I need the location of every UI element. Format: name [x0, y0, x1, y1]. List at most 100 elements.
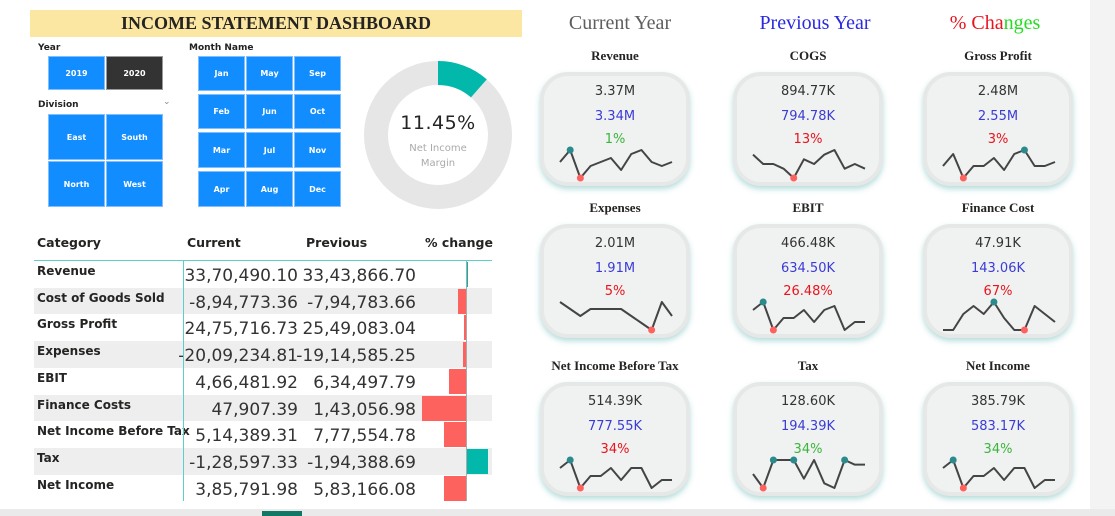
sparkline-high-marker — [566, 146, 574, 154]
active-page-tab[interactable] — [262, 511, 302, 516]
sparkline — [752, 456, 865, 492]
kpi-card-expenses[interactable]: 2.01M 1.91M 5% — [540, 224, 690, 338]
year-slicer-label: Year — [38, 43, 61, 53]
col-header-category[interactable]: Category — [37, 235, 101, 250]
sparkline-low-marker — [959, 174, 967, 182]
cell-category: Net Income Before Tax — [37, 424, 190, 439]
previous-value: 3.34M — [594, 109, 636, 124]
sparkline — [559, 301, 673, 334]
sparkline-low-marker — [769, 326, 777, 334]
kpi-card-finance-cost[interactable]: 47.91K 143.06K 67% — [923, 224, 1073, 338]
net-income-margin-value: 11.45% — [400, 112, 476, 134]
month-apr-button[interactable]: Apr — [198, 171, 245, 207]
year-2020-button[interactable]: 2020 — [106, 56, 163, 90]
net-income-margin-donut — [364, 61, 512, 209]
division-north-button[interactable]: North — [48, 161, 105, 207]
kpi-card-net-income[interactable]: 385.79K 583.17K 34% — [923, 382, 1073, 496]
month-feb-button[interactable]: Feb — [198, 94, 245, 129]
change-axis — [466, 261, 467, 501]
col-header-previous[interactable]: Previous — [306, 235, 368, 250]
month-may-button[interactable]: May — [246, 56, 293, 91]
change-bar — [448, 368, 466, 394]
table-row[interactable]: Gross Profit 24,75,716.73 25,49,083.04 — [34, 314, 492, 341]
current-value: 128.60K — [780, 394, 835, 409]
division-south-button[interactable]: South — [106, 114, 163, 160]
cell-current: 33,70,490.10 — [184, 266, 298, 286]
kpi-card-cogs[interactable]: 894.77K 794.78K 13% — [733, 72, 883, 186]
kpi-card-ebit[interactable]: 466.48K 634.50K 26.48% — [733, 224, 883, 338]
sparkline-path — [752, 301, 865, 331]
col-header-change[interactable]: % change — [425, 235, 493, 250]
sparkline-high-marker — [769, 456, 777, 464]
cell-category: Gross Profit — [37, 317, 118, 332]
table-row[interactable]: Expenses -20,09,234.81 -19,14,585.25 — [34, 341, 492, 368]
table-row[interactable]: Cost of Goods Sold -8,94,773.36 -7,94,78… — [34, 287, 492, 315]
table-row[interactable]: Net Income Before Tax 5,14,389.31 7,77,5… — [34, 421, 492, 448]
change-value: 34% — [793, 442, 823, 457]
table-row[interactable]: Net Income 3,85,791.98 5,83,166.08 — [34, 475, 492, 502]
month-jun-button[interactable]: Jun — [246, 94, 293, 129]
sparkline-path — [559, 301, 673, 331]
previous-value: 583.17K — [970, 419, 1025, 434]
net-income-margin-label: Net Income Margin — [409, 143, 467, 169]
cell-previous: 5,83,166.08 — [313, 479, 416, 500]
change-value: 34% — [983, 442, 1013, 457]
cell-category: EBIT — [37, 370, 67, 385]
sparkline-high-marker — [990, 298, 998, 306]
card-title-net-income: Net Income — [966, 358, 1030, 373]
donut-track — [364, 61, 512, 209]
month-sep-button[interactable]: Sep — [294, 56, 341, 91]
table-row[interactable]: Finance Costs 47,907.39 1,43,056.98 — [34, 394, 492, 422]
cell-current: -20,09,234.81 — [178, 346, 298, 367]
kpi-card-revenue[interactable]: 3.37M 3.34M 1% — [540, 72, 690, 186]
chevron-down-icon[interactable]: ⌄ — [163, 97, 171, 107]
month-mar-button[interactable]: Mar — [198, 132, 245, 168]
current-value: 2.01M — [594, 236, 636, 251]
change-value: 3% — [987, 132, 1009, 147]
card-title-gross-profit: Gross Profit — [964, 48, 1032, 63]
legend-previous-year: Previous Year — [759, 12, 871, 34]
current-value: 47.91K — [975, 236, 1021, 251]
page-tabs-bar — [0, 509, 1115, 516]
sparkline — [943, 298, 1056, 334]
previous-value: 194.39K — [780, 419, 835, 434]
table-row[interactable]: EBIT 4,66,481.92 6,34,497.79 — [34, 368, 492, 395]
sparkline-path — [942, 459, 1055, 489]
cell-category: Tax — [37, 450, 60, 465]
sparkline — [942, 146, 1056, 182]
column-divider — [183, 261, 184, 501]
month-dec-button[interactable]: Dec — [294, 171, 341, 207]
change-bar — [464, 315, 466, 341]
kpi-card-tax[interactable]: 128.60K 194.39K 34% — [733, 382, 883, 496]
division-west-button[interactable]: West — [106, 161, 163, 207]
sparkline-high-marker — [949, 456, 957, 464]
col-header-current[interactable]: Current — [187, 235, 241, 250]
month-jul-button[interactable]: Jul — [246, 132, 293, 168]
sparkline-low-marker — [959, 484, 967, 492]
year-2019-button[interactable]: 2019 — [48, 56, 105, 90]
month-oct-button[interactable]: Oct — [294, 94, 341, 129]
kpi-card-gross-profit[interactable]: 2.48M 2.55M 3% — [923, 72, 1073, 186]
change-value: 5% — [604, 284, 626, 299]
card-title-expenses: Expenses — [589, 200, 641, 215]
month-slicer-label: Month Name — [189, 43, 254, 53]
donut-slice-net-income — [364, 61, 512, 209]
month-aug-button[interactable]: Aug — [246, 171, 293, 207]
change-bar — [466, 448, 489, 474]
card-title-tax: Tax — [797, 358, 819, 373]
table-row[interactable]: Tax -1,28,597.33 -1,94,388.69 — [34, 447, 492, 475]
cell-previous: -19,14,585.25 — [296, 346, 416, 367]
month-jan-button[interactable]: Jan — [198, 56, 245, 91]
table-row[interactable]: Revenue 33,70,490.10 33,43,866.70 — [34, 261, 492, 288]
sparkline-path — [752, 459, 865, 489]
legend-changes: % Changes — [895, 12, 1095, 35]
cell-current: 3,85,791.98 — [195, 479, 298, 500]
division-east-button[interactable]: East — [48, 114, 105, 160]
current-value: 385.79K — [970, 394, 1025, 409]
sparkline-high-marker — [790, 456, 798, 464]
month-nov-button[interactable]: Nov — [294, 132, 341, 168]
kpi-card-net-income-before-tax[interactable]: 514.39K 777.55K 34% — [540, 382, 690, 496]
sparkline — [752, 149, 866, 182]
sparkline-low-marker — [576, 174, 584, 182]
sparkline-low-marker — [576, 484, 584, 492]
